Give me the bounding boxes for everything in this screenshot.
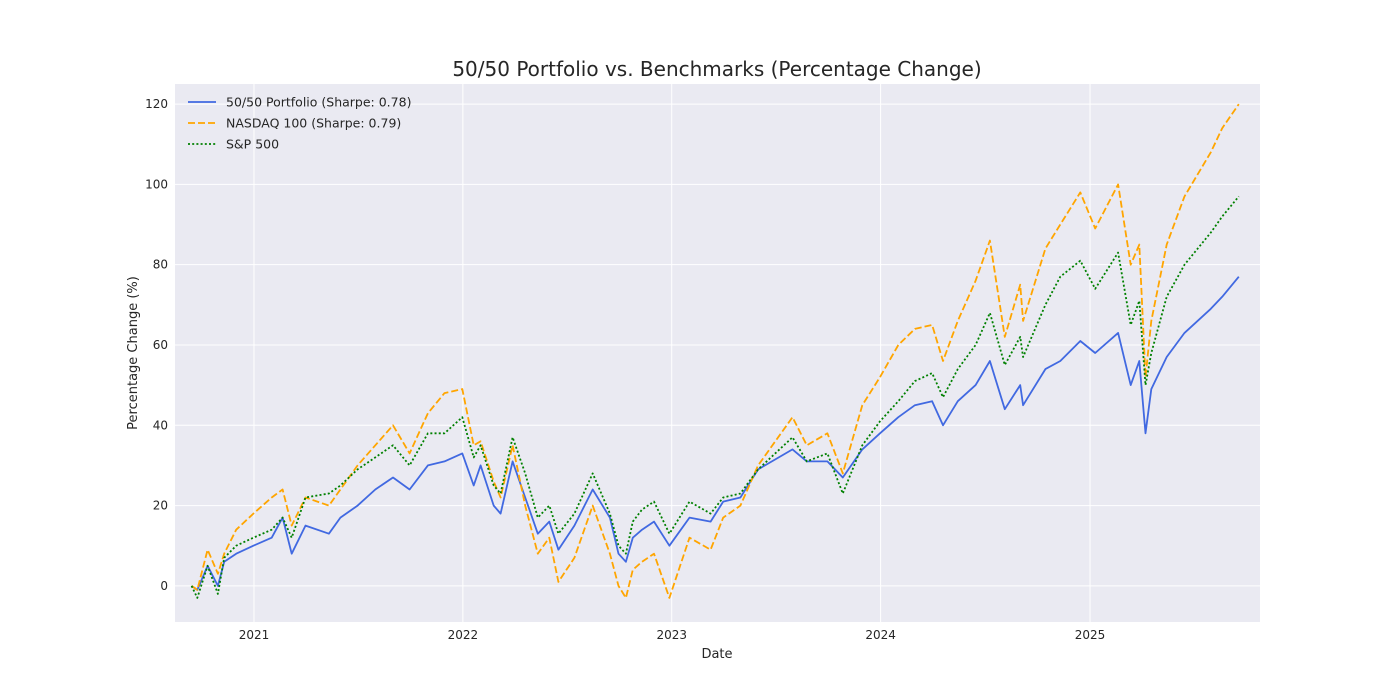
y-tick-label: 20	[153, 499, 168, 513]
series-layer	[190, 103, 1240, 599]
y-tick-label: 0	[160, 579, 168, 593]
x-tick-label: 2023	[656, 628, 687, 642]
y-tick-label: 60	[153, 338, 168, 352]
y-tick-label: 120	[145, 97, 168, 111]
series-line-3	[190, 195, 1240, 599]
x-tick-label: 2021	[239, 628, 270, 642]
x-tick-label: 2024	[865, 628, 896, 642]
series-line-2	[191, 103, 1240, 599]
axis-ticks: 0 20 40 60 80 100 120 2021 2022 2023 2024 2025	[145, 97, 1105, 642]
y-tick-label: 40	[153, 418, 168, 432]
legend: 50/50 Portfolio (Sharpe: 0.78) NASDAQ 100…	[188, 95, 411, 152]
x-tick-label: 2022	[448, 628, 479, 642]
y-tick-label: 100	[145, 177, 168, 191]
y-axis-label: Percentage Change (%)	[126, 276, 141, 430]
series-line-1	[191, 276, 1240, 591]
chart-title: 50/50 Portfolio vs. Benchmarks (Percenta…	[452, 57, 981, 81]
y-tick-label: 80	[153, 258, 168, 272]
x-tick-label: 2025	[1075, 628, 1106, 642]
legend-entry: 50/50 Portfolio (Sharpe: 0.78)	[226, 95, 411, 110]
legend-entry: NASDAQ 100 (Sharpe: 0.79)	[226, 116, 401, 131]
x-axis-label: Date	[701, 647, 732, 662]
grid-lines	[175, 84, 1260, 622]
legend-entry: S&P 500	[226, 137, 279, 152]
plot-area	[175, 84, 1260, 622]
